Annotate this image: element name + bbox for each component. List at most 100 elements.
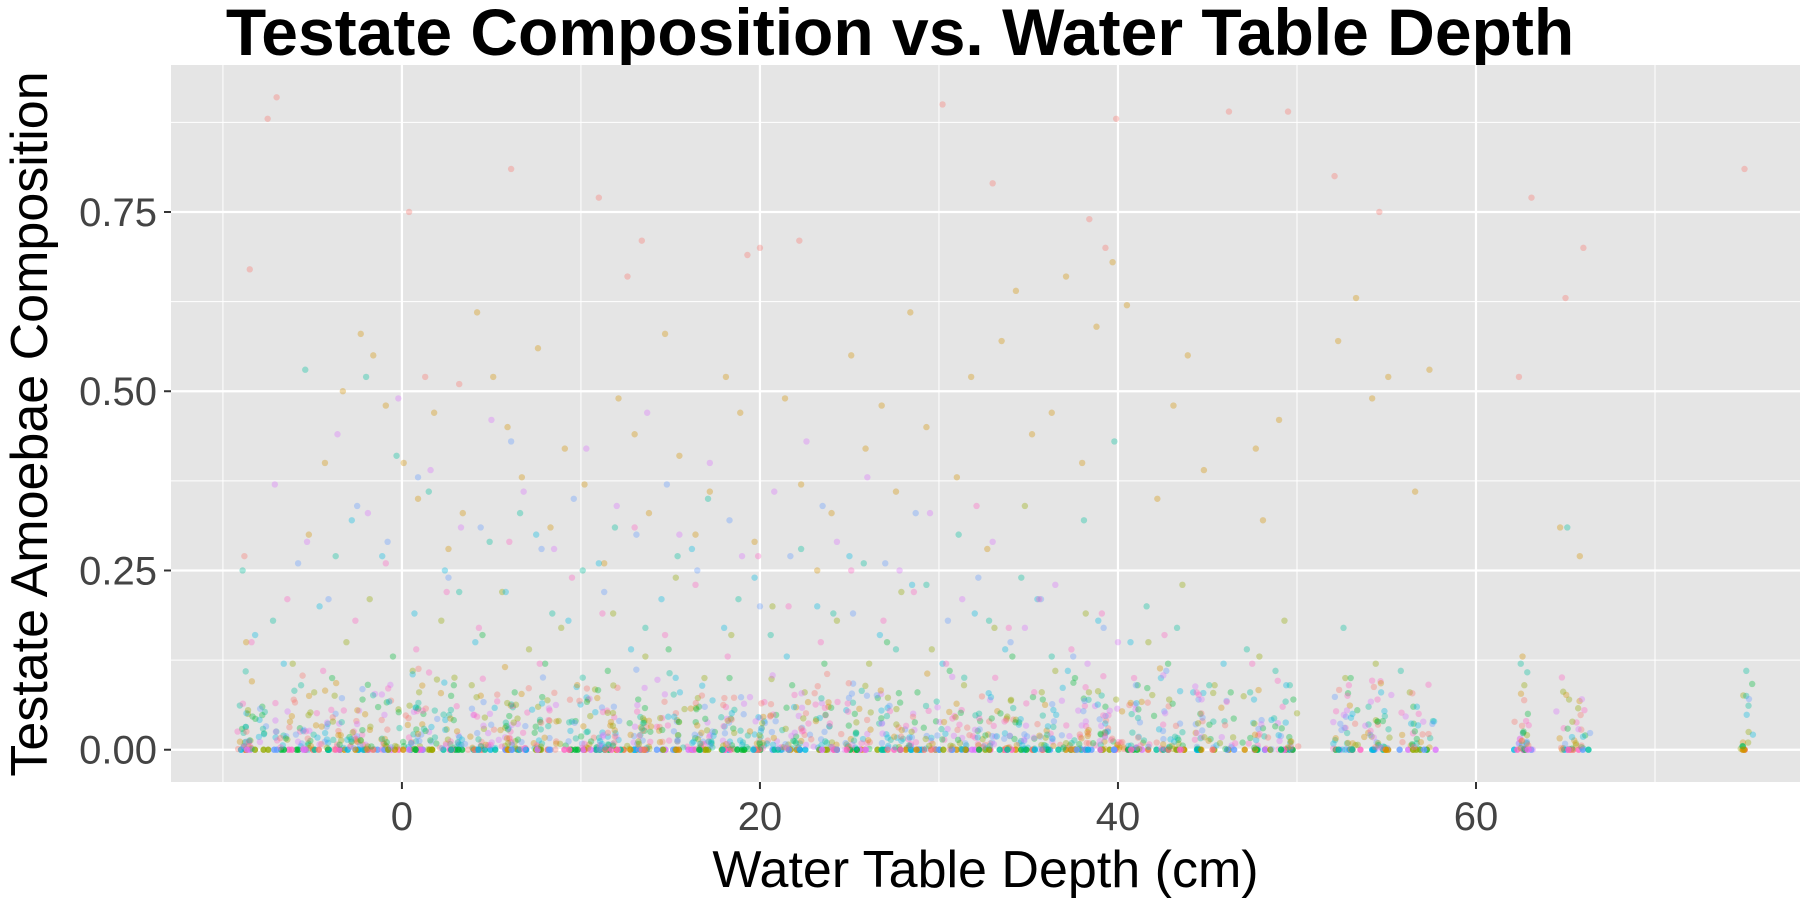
scatter-point [472,638,479,646]
scatter-point [783,704,790,711]
scatter-point [1377,678,1384,685]
scatter-point [1520,728,1527,735]
scatter-point [883,638,891,646]
scatter-point [828,739,836,746]
scatter-point [957,709,965,717]
scatter-point [1123,301,1131,309]
scatter-point [1066,742,1074,749]
scatter-point [898,737,905,744]
scatter-point [504,699,511,707]
scatter-point [1367,698,1375,705]
scatter-point [833,617,841,624]
scatter-point [1519,729,1527,737]
scatter-point [545,746,553,753]
scatter-point [874,694,881,702]
scatter-point [676,452,683,459]
scatter-point [422,705,429,712]
scatter-point [498,588,506,596]
scatter-point [1082,610,1089,617]
scatter-point [646,745,653,753]
scatter-point [756,714,764,722]
scatter-point [1101,732,1108,740]
scatter-point [1161,631,1168,639]
scatter-point [822,712,829,719]
scatter-point [1251,744,1258,751]
scatter-point [344,746,351,753]
scatter-point [1078,722,1085,729]
scatter-point [565,738,572,745]
scatter-point [348,738,355,745]
scatter-point [1529,746,1536,753]
scatter-point [635,746,643,753]
scatter-point [694,694,702,702]
scatter-point [818,699,826,707]
scatter-point [1745,702,1752,709]
scatter-point [531,729,538,736]
scatter-point [645,717,653,724]
scatter-point [457,524,465,531]
scatter-point [718,714,725,721]
scatter-point [1579,733,1587,740]
scatter-point [1070,653,1077,660]
scatter-point [1278,725,1285,732]
scatter-point [1386,734,1393,741]
scatter-point [1276,737,1283,745]
scatter-point [949,746,956,753]
scatter-point [1745,695,1753,703]
scatter-point [488,739,495,746]
scatter-point [1282,698,1289,705]
scatter-point [1425,730,1432,738]
scatter-point [884,704,891,712]
scatter-point [1382,746,1389,753]
scatter-point [1085,726,1092,734]
scatter-point [724,740,732,747]
scatter-point [609,740,617,748]
scatter-point [596,745,603,753]
scatter-point [670,728,678,735]
scatter-point [805,720,812,727]
scatter-point [802,741,810,749]
scatter-point [827,704,835,711]
scatter-point [859,735,867,743]
scatter-point [792,733,800,740]
scatter-point [626,719,633,727]
scatter-point [436,744,444,752]
scatter-point [1175,740,1182,747]
scatter-point [1515,373,1523,381]
scatter-point [374,746,381,753]
scatter-point [639,715,647,722]
scatter-point [503,735,511,742]
scatter-point [395,395,402,402]
scatter-point [366,595,373,603]
scatter-point [1021,731,1028,738]
scatter-point [538,700,546,707]
scatter-point [414,733,421,740]
scatter-point [726,674,733,682]
scatter-point [1286,733,1293,741]
scatter-point [329,718,337,725]
scatter-point [922,735,929,743]
x-tick-label: 60 [1454,795,1499,839]
scatter-point [692,704,700,712]
scatter-point [260,730,268,738]
scatter-point [1034,595,1041,603]
scatter-point [1372,744,1379,751]
scatter-point [294,560,302,567]
scatter-point [902,722,910,730]
scatter-point [641,704,649,712]
scatter-point [609,722,617,730]
scatter-point [234,728,241,735]
scatter-point [627,731,634,739]
scatter-point [1249,660,1256,667]
scatter-point [337,731,344,739]
scatter-point [256,705,264,712]
scatter-point [1132,682,1140,689]
scatter-point [1176,720,1184,727]
scatter-point [926,509,934,517]
scatter-point [536,718,544,726]
scatter-point [558,624,565,632]
scatter-point [924,670,931,677]
scatter-point [272,699,279,707]
scatter-point [315,746,323,753]
scatter-point [833,746,840,753]
